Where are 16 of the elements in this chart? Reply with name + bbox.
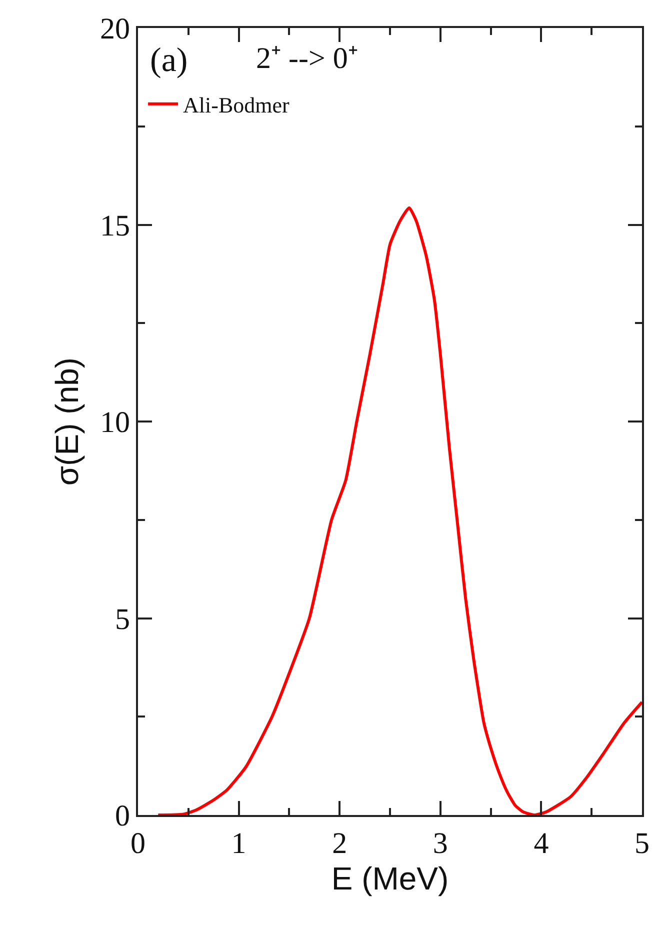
line-series	[156, 206, 642, 815]
legend-label: Ali-Bodmer	[183, 92, 290, 118]
x-tick-label: 5	[634, 827, 650, 860]
y-tick-label: 15	[100, 209, 130, 242]
y-tick-label: 0	[115, 800, 130, 832]
y-tick-label: 10	[100, 406, 130, 439]
annotation: 2⁺ --> 0⁺	[256, 42, 358, 75]
y-tick-label: 5	[115, 602, 130, 636]
x-tick-label: 1	[231, 827, 246, 860]
x-axis-title: E (MeV)	[331, 860, 449, 896]
y-axis-title: σ(E) (nb)	[48, 357, 85, 486]
annotation: (a)	[150, 42, 188, 79]
x-tick-label: 3	[432, 827, 448, 860]
x-tick-label: 4	[534, 827, 549, 860]
x-tick-label: 2	[332, 827, 348, 860]
y-tick-label: 20	[100, 12, 130, 46]
